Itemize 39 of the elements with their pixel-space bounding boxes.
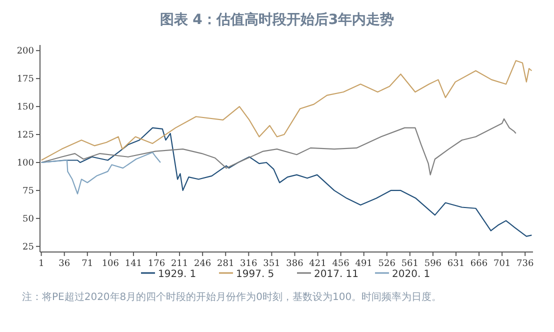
- x-tick-label: 351: [263, 259, 280, 269]
- chart-title: 图表 4：估值高时段开始后3年内走势: [160, 11, 394, 28]
- x-tick-label: 141: [124, 259, 142, 269]
- x-tick-label: 36: [58, 259, 70, 269]
- line-series: [40, 118, 516, 176]
- y-tick-label: 175: [16, 74, 34, 85]
- line-series: [40, 60, 532, 161]
- x-tick-label: 246: [194, 259, 212, 269]
- x-tick-label: 526: [378, 259, 396, 269]
- line-series: [40, 152, 162, 194]
- x-tick-label: 736: [516, 259, 534, 269]
- x-tick-label: 176: [148, 259, 166, 269]
- x-tick-label: 316: [240, 259, 258, 269]
- x-tick-label: 211: [170, 259, 188, 269]
- x-tick-label: 561: [401, 259, 419, 269]
- x-tick-label: 386: [286, 259, 304, 269]
- legend-label: 1997. 5: [236, 269, 274, 280]
- y-tick-label: 25: [22, 242, 34, 252]
- x-tick-label: 71: [82, 259, 94, 269]
- y-tick-label: 125: [16, 130, 34, 141]
- x-tick-label: 701: [493, 259, 511, 269]
- y-tick-label: 200: [16, 46, 34, 57]
- y-tick-label: 150: [16, 102, 34, 113]
- x-tick-label: 106: [102, 259, 120, 269]
- text: 注：将PE超过2020年8月的四个时段的开始月份作为0时刻，基数设为100。时间频率为日度。: [22, 291, 442, 303]
- x-tick-label: 631: [447, 259, 465, 269]
- x-tick-label: 456: [332, 259, 350, 269]
- legend-label: 2017. 11: [314, 269, 359, 280]
- x-tick-label: 491: [355, 259, 372, 269]
- y-tick-label: 100: [16, 158, 34, 168]
- x-tick-label: 1: [38, 259, 44, 269]
- legend-label: 1929. 1: [158, 269, 196, 280]
- x-tick-label: 281: [217, 259, 234, 269]
- legend-label: 2020. 1: [392, 269, 430, 280]
- y-tick-label: 50: [22, 214, 34, 224]
- x-tick-label: 666: [470, 259, 488, 269]
- x-tick-label: 596: [424, 259, 442, 269]
- y-tick-label: 75: [22, 186, 34, 196]
- x-tick-label: 421: [309, 259, 326, 269]
